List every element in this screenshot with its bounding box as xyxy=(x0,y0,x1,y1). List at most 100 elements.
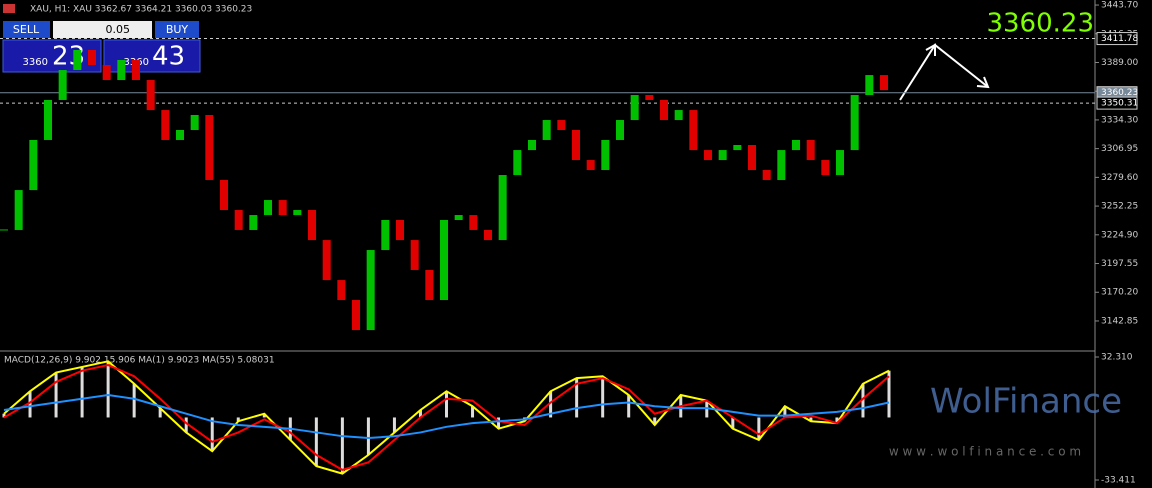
y-tick-label: 3443.70 xyxy=(1101,1,1138,11)
candle xyxy=(689,110,698,151)
candle xyxy=(850,95,859,151)
y-tick-label: 3170.20 xyxy=(1101,288,1138,298)
candle xyxy=(469,215,478,230)
candle xyxy=(586,160,595,171)
y-tick-label: 3224.90 xyxy=(1101,230,1138,240)
candle xyxy=(601,139,610,171)
forecast-arrows xyxy=(899,43,990,101)
indicator-line xyxy=(3,360,890,475)
candle xyxy=(322,240,331,281)
y-tick-label: 3306.95 xyxy=(1101,144,1138,154)
candle xyxy=(484,229,492,241)
candle xyxy=(704,150,712,161)
level-label: 3360.23 xyxy=(1101,88,1138,98)
lot-value[interactable]: 0.05 xyxy=(106,23,131,36)
candle xyxy=(454,215,463,220)
candle xyxy=(58,70,67,100)
candle xyxy=(381,219,390,251)
candle xyxy=(337,280,346,301)
candle xyxy=(396,219,404,241)
candle xyxy=(220,179,228,211)
bid-big: 3360 xyxy=(23,57,48,68)
candle xyxy=(777,150,786,180)
candle xyxy=(572,130,580,161)
sell-label[interactable]: SELL xyxy=(13,23,40,36)
candle xyxy=(733,145,742,151)
candle xyxy=(660,99,668,121)
y-tick-label: 3389.00 xyxy=(1101,58,1138,68)
candle xyxy=(528,139,536,151)
candle xyxy=(117,59,126,81)
candle xyxy=(836,150,844,176)
candle xyxy=(132,59,140,81)
candle xyxy=(264,200,272,216)
level-label-box xyxy=(1096,96,1138,110)
y-tick-label: 3197.55 xyxy=(1101,259,1138,269)
candle xyxy=(73,49,82,71)
candle xyxy=(513,150,522,176)
candle xyxy=(674,110,683,121)
candle xyxy=(425,269,434,301)
candle xyxy=(102,65,111,81)
buy-button[interactable] xyxy=(155,21,199,38)
candle xyxy=(249,215,258,230)
candle xyxy=(205,114,214,180)
candle xyxy=(821,160,830,176)
candle xyxy=(234,210,243,230)
candle xyxy=(880,75,888,91)
candle xyxy=(645,95,654,100)
candle xyxy=(616,120,624,140)
candle xyxy=(352,300,360,331)
bid-box[interactable] xyxy=(2,39,102,73)
candle xyxy=(748,145,756,171)
candle xyxy=(190,114,199,131)
indicator-line xyxy=(3,393,890,440)
y-tick-label: -33.411 xyxy=(1101,475,1136,485)
candle xyxy=(718,150,727,161)
candle xyxy=(293,210,302,216)
candle xyxy=(630,95,639,121)
y-tick-label: 3334.30 xyxy=(1101,115,1138,125)
candle xyxy=(792,139,800,151)
macd-title: MACD(12,26,9) 9.902 15.906 MA(1) 9.9023 … xyxy=(4,356,275,366)
candle xyxy=(865,75,874,96)
y-tick-label: 3142.85 xyxy=(1101,316,1138,326)
lot-input[interactable] xyxy=(53,21,152,38)
candle xyxy=(440,219,448,301)
candle xyxy=(146,80,155,111)
symbol-info: XAU, H1: XAU 3362.67 3364.21 3360.03 336… xyxy=(30,5,252,15)
y-tick-label: 3252.25 xyxy=(1101,202,1138,212)
candle xyxy=(44,99,52,140)
trade-panel: SELL 0.05 BUY 3360 23 3360 43 xyxy=(2,21,201,73)
watermark-name: WolFinance xyxy=(930,382,1122,422)
y-tick-label: 32.310 xyxy=(1101,352,1133,362)
candle xyxy=(542,120,551,140)
level-label: 3350.31 xyxy=(1101,99,1138,109)
buy-label[interactable]: BUY xyxy=(166,23,189,36)
candle xyxy=(88,49,96,66)
indicator-line xyxy=(3,364,890,471)
candle xyxy=(29,139,38,191)
arrow-head xyxy=(976,76,990,89)
sell-button[interactable] xyxy=(3,21,50,38)
big-price: 3360.23 xyxy=(986,9,1094,39)
candle xyxy=(308,210,316,241)
candle xyxy=(410,240,419,270)
candle xyxy=(161,110,170,140)
level-label-box xyxy=(1096,32,1138,46)
candle xyxy=(806,139,815,161)
watermark-url: w w w . w o l f i n a n c e . c o m xyxy=(889,445,1081,459)
candle xyxy=(762,170,771,180)
flag-icon xyxy=(3,4,15,13)
arrow-head xyxy=(925,43,936,56)
candle xyxy=(557,120,566,131)
candle xyxy=(278,200,287,216)
level-label: 3411.78 xyxy=(1101,34,1138,44)
candle xyxy=(366,250,375,331)
y-tick-label: 3279.60 xyxy=(1101,173,1138,183)
ask-small: 43 xyxy=(152,42,185,72)
candle xyxy=(176,130,184,140)
candle xyxy=(498,175,507,241)
candle xyxy=(14,190,23,230)
